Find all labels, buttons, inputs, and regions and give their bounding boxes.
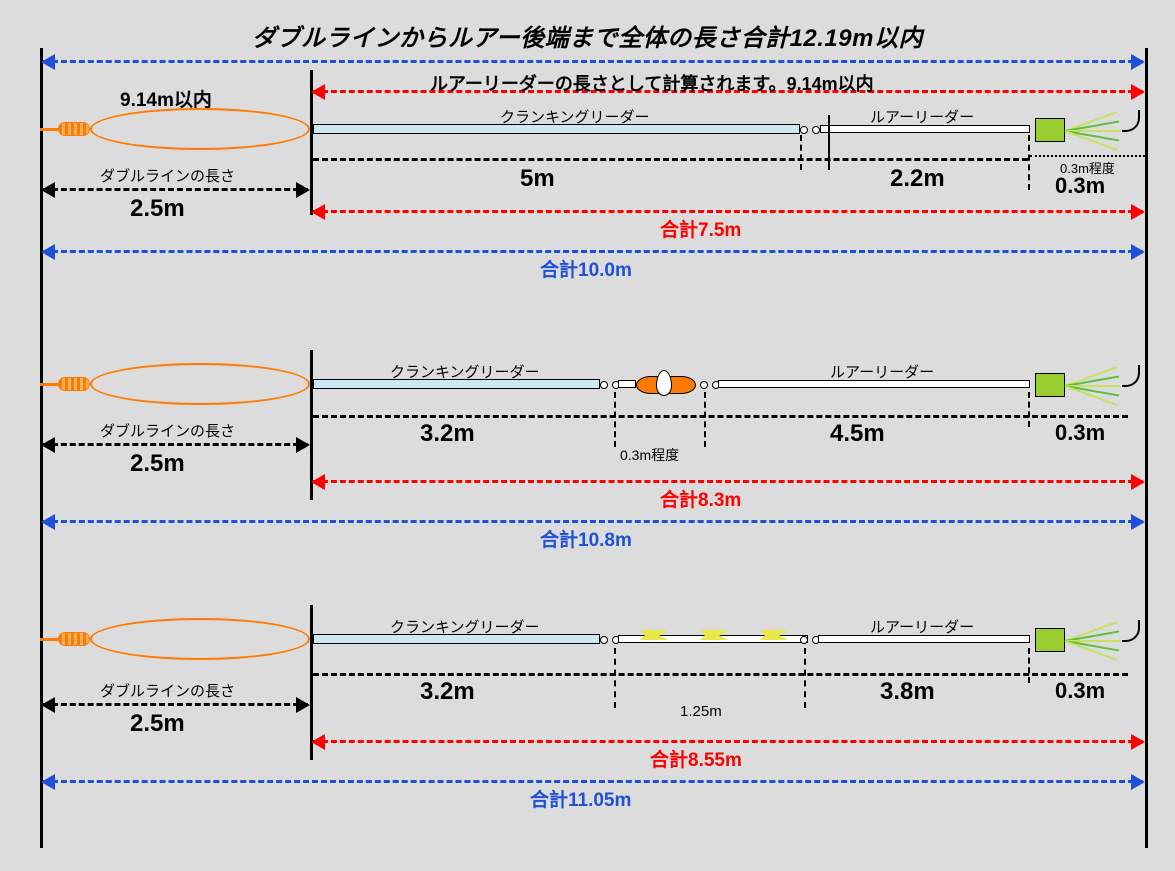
rig2-swivel-1 [600, 381, 620, 389]
rig3-swivel-1 [600, 636, 620, 644]
rig1-leader-tick [828, 115, 830, 170]
rig2-teaser-fin [656, 370, 672, 396]
rig1-total: 合計10.0m [540, 255, 632, 282]
rig2-loop [90, 363, 310, 405]
rig3-birds-len: 1.25m [680, 703, 722, 720]
rig3-total-dim [43, 780, 1143, 783]
rig1-lure-head [1035, 118, 1065, 142]
rig3-lure-leader-label: ルアーリーダー [870, 616, 974, 637]
rig3-bird-1 [640, 630, 668, 640]
rig1-loop [90, 108, 310, 150]
rig3-doubleline-caption: ダブルラインの長さ [100, 680, 235, 701]
rig1-swivel [800, 126, 820, 134]
rig1-doubleline-caption: ダブルラインの長さ [100, 165, 235, 186]
rig3-bird-2 [700, 630, 728, 640]
rig2-skirt [1065, 365, 1120, 405]
rig2-mainline [40, 383, 60, 386]
rig3-len-line [313, 673, 1128, 676]
overall-dim-top [43, 60, 1143, 63]
rig1-subtotal-dim [313, 210, 1143, 213]
rig3-bird-3 [760, 630, 788, 640]
rig1-mainline [40, 128, 60, 131]
rig1-knot [58, 122, 90, 136]
rig2-lure-leader-label: ルアーリーダー [830, 361, 934, 382]
rig3-subtotal: 合計8.55m [650, 745, 742, 772]
rig2-lure-head [1035, 373, 1065, 397]
rig2-cranking-len: 3.2m [420, 420, 475, 448]
rig3-doubleline-dim [43, 703, 308, 706]
rig3-cranking-label: クランキングリーダー [390, 616, 540, 637]
rig1-cranking-dim-line [313, 158, 1028, 161]
rig1-lure-len-note-line [1030, 155, 1145, 157]
rig2-doubleline-caption: ダブルラインの長さ [100, 420, 235, 441]
rig1-cranking-len: 5m [520, 165, 555, 193]
rig2-len-line [313, 415, 1128, 418]
rig2-doubleline-dim [43, 443, 308, 446]
rig1-total-dim [43, 250, 1143, 253]
rig2-swivel-2 [700, 381, 720, 389]
rig1-hook [1122, 110, 1140, 132]
rig1-leader-limit-label: ルアーリーダーの長さとして計算されます。9.14m以内 [430, 70, 874, 96]
rig1-subtotal: 合計7.5m [660, 215, 741, 242]
rig3-subtotal-dim [313, 740, 1143, 743]
rig3-skirt [1065, 620, 1120, 660]
rig1-skirt [1065, 110, 1120, 150]
rig3-knot [58, 632, 90, 646]
diagram-canvas: ダブルラインからルアー後端まで全体の長さ合計12.19m以内 9.14m以内 ル… [0, 0, 1175, 871]
rig3-leader-len: 3.8m [880, 678, 935, 706]
rig3-cranking-len: 3.2m [420, 678, 475, 706]
rig1-lure-len: 0.3m [1055, 173, 1105, 199]
rig3-lure-len: 0.3m [1055, 678, 1105, 704]
right-bound-bar [1145, 48, 1148, 848]
rig2-lure-len: 0.3m [1055, 420, 1105, 446]
rig2-hook [1122, 365, 1140, 387]
rig3-swivel-2 [800, 636, 820, 644]
rig2-total-dim [43, 520, 1143, 523]
rig1-doubleline-len: 2.5m [130, 195, 185, 223]
rig2-teaser-len: 0.3m程度 [620, 445, 679, 465]
rig1-cranking-label: クランキングリーダー [500, 106, 650, 127]
rig2-leader-len: 4.5m [830, 420, 885, 448]
rig1-leader-len: 2.2m [890, 165, 945, 193]
rig1-doubleline-dim [43, 188, 308, 191]
rig3-total: 合計11.05m [530, 785, 631, 812]
rig2-cranking-label: クランキングリーダー [390, 361, 540, 382]
rig2-total: 合計10.8m [540, 525, 632, 552]
rig3-loop [90, 618, 310, 660]
rig3-hook [1122, 620, 1140, 642]
rig3-lure-head [1035, 628, 1065, 652]
rig2-subtotal-dim [313, 480, 1143, 483]
rig2-knot [58, 377, 90, 391]
rig2-doubleline-len: 2.5m [130, 450, 185, 478]
rig1-lure-leader-label: ルアーリーダー [870, 106, 974, 127]
main-title: ダブルラインからルアー後端まで全体の長さ合計12.19m以内 [0, 18, 1175, 53]
rig2-subtotal: 合計8.3m [660, 485, 741, 512]
rig3-mainline [40, 638, 60, 641]
rig3-doubleline-len: 2.5m [130, 710, 185, 738]
